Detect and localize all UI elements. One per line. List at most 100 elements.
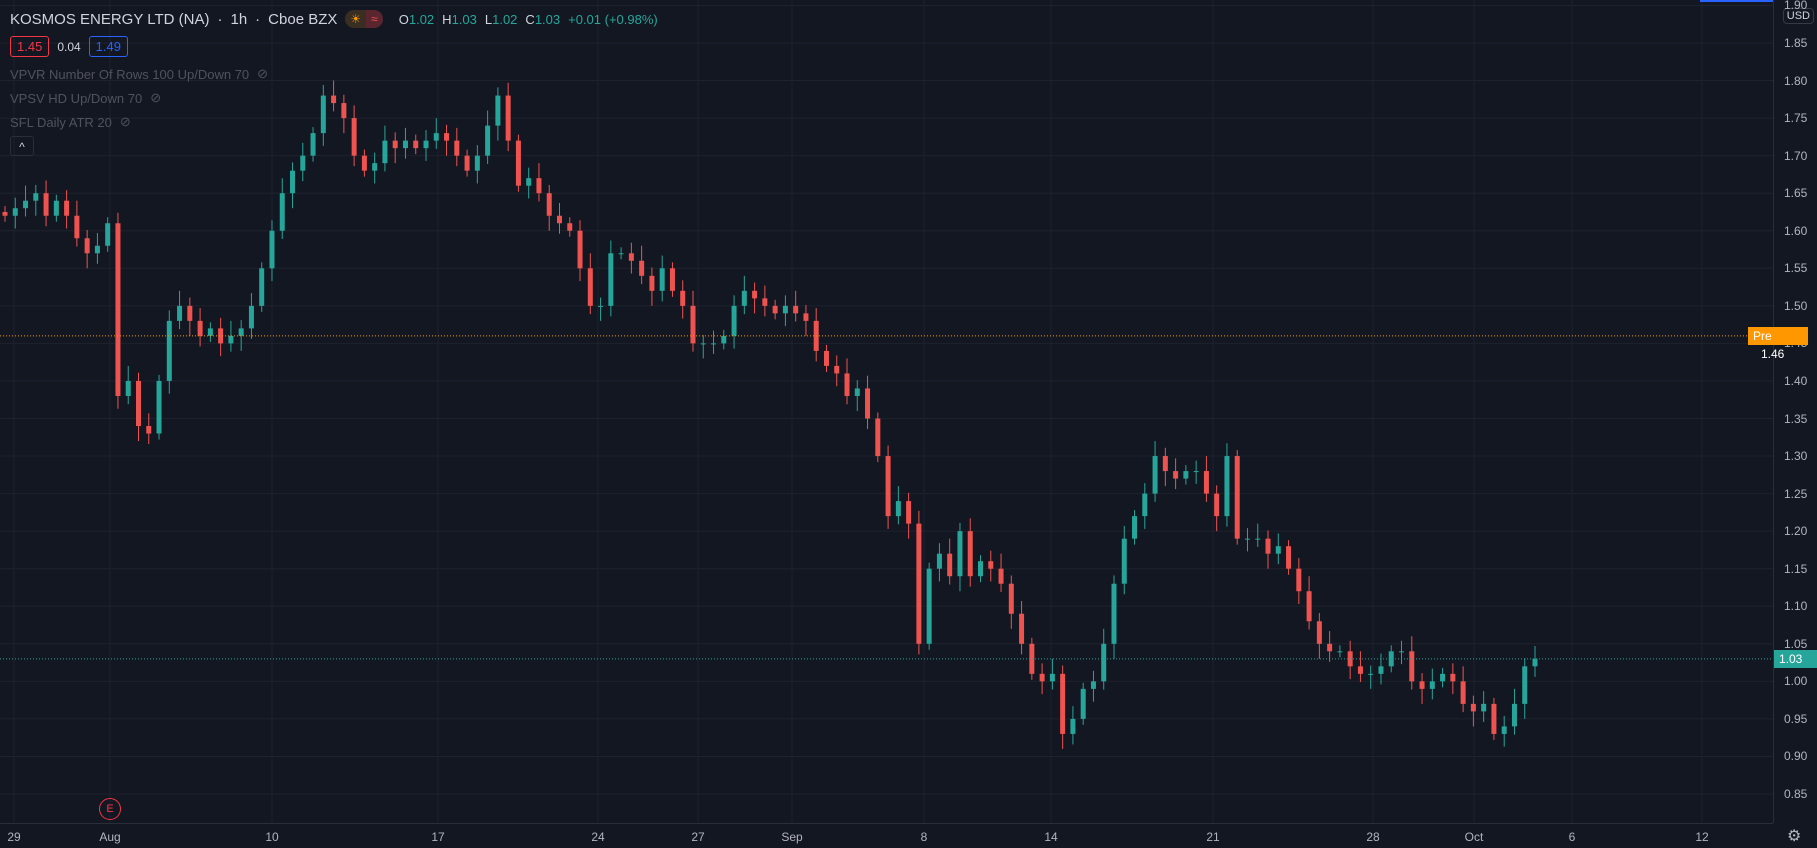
candle-down: [567, 223, 573, 231]
candle-down: [1316, 621, 1322, 644]
candle-down: [639, 260, 645, 276]
candle-down: [1019, 613, 1025, 644]
candle-down: [2, 211, 8, 216]
candle-up: [228, 335, 234, 344]
candle-down: [772, 305, 778, 314]
candle-down: [844, 373, 850, 396]
price-axis[interactable]: USD 1.90 1.85 1.80 1.75 1.70 1.65 1.60 1.55 1.50…: [1748, 0, 1817, 823]
candle-up: [1337, 651, 1343, 653]
candle-up: [1522, 666, 1528, 704]
candle-down: [1306, 591, 1312, 622]
candle-up: [310, 133, 316, 156]
candle-down: [577, 230, 583, 269]
candle-down: [1450, 673, 1456, 682]
candle-up: [423, 140, 429, 149]
price-chart[interactable]: [0, 0, 1773, 823]
premarket-price-label: Pre 1.46: [1748, 326, 1808, 361]
candle-down: [865, 388, 871, 419]
price-tick: 1.75: [1784, 111, 1808, 126]
candle-up: [1255, 538, 1261, 540]
candle-down: [454, 140, 460, 156]
candle-up: [895, 501, 901, 517]
candle-up: [433, 133, 439, 141]
price-tick: 1.85: [1784, 36, 1808, 50]
candle-down: [885, 456, 891, 517]
symbol-name[interactable]: KOSMOS ENERGY LTD (NA): [10, 10, 210, 28]
price-tick: 1.00: [1784, 674, 1808, 689]
price-tick: 1.65: [1784, 186, 1808, 201]
wave-icon: ≈: [366, 10, 383, 28]
candle-down: [916, 523, 922, 644]
candle-up: [382, 140, 388, 164]
candle-up: [598, 305, 604, 307]
time-axis[interactable]: 29 Aug 10 17 24 27 Sep 8 14 21 28 Oct 6 12: [0, 823, 1773, 848]
candle-down: [1470, 703, 1476, 712]
price-tick: 1.10: [1784, 599, 1808, 614]
hidden-eye-icon[interactable]: ⊘: [119, 114, 131, 129]
candle-up: [978, 561, 984, 577]
candle-down: [1029, 643, 1035, 674]
currency-label[interactable]: USD: [1782, 8, 1814, 24]
interval[interactable]: 1h: [230, 10, 248, 28]
symbol-legend: KOSMOS ENERGY LTD (NA) · 1h · Cboe BZX ☀ ≈…: [10, 10, 658, 28]
candle-up: [1111, 583, 1117, 644]
candle-up: [279, 193, 285, 231]
candle-down: [84, 238, 90, 254]
candle-up: [1368, 673, 1374, 675]
candle-up: [1142, 493, 1148, 517]
sun-icon: ☀: [345, 10, 367, 28]
bid-price[interactable]: 1.45: [10, 36, 50, 57]
candle-up: [1152, 456, 1158, 494]
candle-up: [485, 125, 491, 156]
time-tick: 28: [1366, 830, 1380, 844]
candle-down: [1327, 643, 1333, 652]
hidden-eye-icon[interactable]: ⊘: [257, 66, 269, 81]
candle-down: [444, 133, 450, 141]
time-tick: 12: [1695, 830, 1709, 844]
candle-up: [300, 155, 306, 171]
candle-up: [1399, 651, 1405, 653]
price-tick: 1.05: [1784, 636, 1808, 651]
settings-gear-icon[interactable]: ⚙: [1787, 828, 1802, 845]
candle-down: [556, 215, 562, 224]
candle-down: [1460, 681, 1466, 704]
session-indicator[interactable]: ☀ ≈: [345, 10, 383, 28]
candle-down: [690, 305, 696, 344]
collapse-legend-button[interactable]: ^: [10, 136, 34, 156]
ohlc-values: O1.02 H1.03 L1.02 C1.03 +0.01 (+0.98%): [398, 11, 658, 27]
time-tick: 21: [1206, 830, 1220, 844]
candle-up: [105, 223, 111, 246]
price-tick: 1.15: [1784, 561, 1808, 576]
indicator-vpsv[interactable]: VPSV HD Up/Down 70 ⊘: [10, 90, 162, 106]
candle-up: [1429, 681, 1435, 689]
price-tick: 1.30: [1784, 449, 1808, 464]
price-tick: 1.20: [1784, 524, 1808, 539]
candle-down: [1173, 471, 1179, 479]
time-tick: Aug: [99, 830, 121, 844]
candle-down: [834, 365, 840, 374]
indicator-vpvr[interactable]: VPVR Number Of Rows 100 Up/Down 70 ⊘: [10, 66, 269, 82]
candle-up: [166, 320, 172, 381]
price-tick: 1.35: [1784, 411, 1808, 426]
candle-down: [823, 350, 829, 366]
candle-up: [259, 268, 265, 306]
candle-up: [474, 155, 480, 171]
candle-up: [248, 305, 254, 329]
hidden-eye-icon[interactable]: ⊘: [150, 90, 162, 105]
candle-down: [1491, 703, 1497, 734]
candle-up: [782, 305, 788, 314]
earnings-marker[interactable]: E: [99, 798, 121, 820]
indicator-atr[interactable]: SFL Daily ATR 20 ⊘: [10, 114, 131, 130]
ask-price[interactable]: 1.49: [88, 36, 128, 57]
candle-up: [1511, 703, 1517, 727]
candle-down: [361, 155, 367, 171]
candle-down: [803, 313, 809, 321]
candle-down: [1409, 651, 1415, 682]
time-tick: 29: [7, 830, 21, 844]
spread: 0.04: [57, 39, 81, 54]
candle-down: [505, 95, 511, 141]
price-tick: 0.95: [1784, 711, 1808, 726]
candle-down: [680, 290, 686, 306]
candle-down: [218, 328, 224, 344]
candle-down: [331, 95, 337, 104]
